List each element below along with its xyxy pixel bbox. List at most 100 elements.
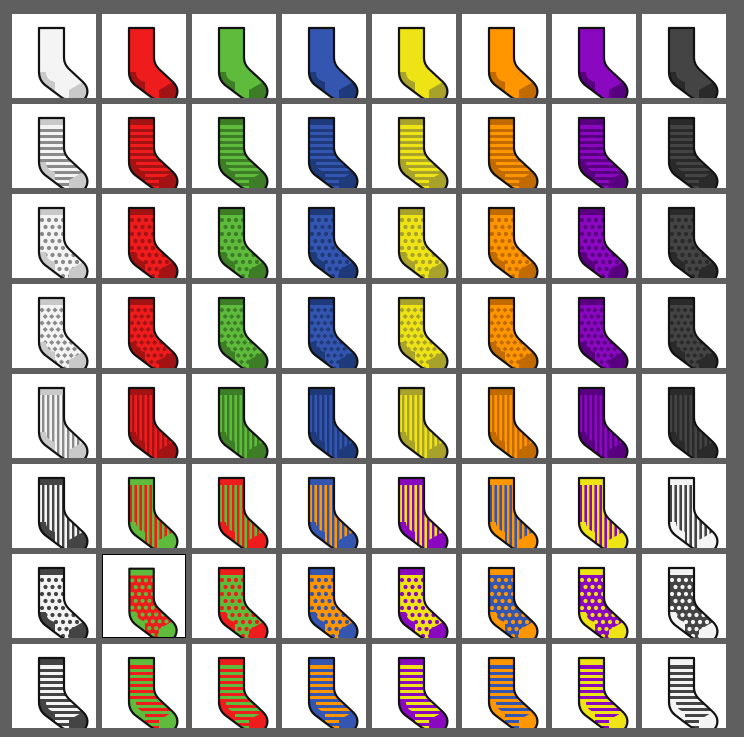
sock-icon bbox=[667, 566, 719, 638]
sock-icon bbox=[487, 26, 539, 98]
sock-icon bbox=[128, 567, 178, 637]
sock-swatch-vstripes-yellow[interactable] bbox=[372, 374, 456, 458]
sock-swatch-diamonds-orange[interactable] bbox=[462, 284, 546, 368]
sock-swatch-diamonds-blue[interactable] bbox=[282, 284, 366, 368]
sock-swatch-vstripes-red-green[interactable] bbox=[102, 464, 186, 548]
sock-swatch-dots-blue[interactable] bbox=[282, 194, 366, 278]
sock-swatch-vstripes-purple-yellow[interactable] bbox=[552, 464, 636, 548]
sock-swatch-stripes-blue[interactable] bbox=[282, 104, 366, 188]
sock-swatch-plain-purple[interactable] bbox=[552, 14, 636, 98]
sock-swatch-stripes-red[interactable] bbox=[102, 104, 186, 188]
sock-swatch-plain-orange[interactable] bbox=[462, 14, 546, 98]
sock-icon bbox=[307, 206, 359, 278]
sock-swatch-dots-yellow[interactable] bbox=[372, 194, 456, 278]
sock-swatch-vstripes-orange[interactable] bbox=[462, 374, 546, 458]
sock-icon bbox=[577, 116, 629, 188]
sock-swatch-plain-yellow[interactable] bbox=[372, 14, 456, 98]
sock-icon bbox=[217, 476, 269, 548]
sock-swatch-vstripes-white[interactable] bbox=[12, 374, 96, 458]
sock-icon bbox=[127, 116, 179, 188]
sock-swatch-vstripes-gray[interactable] bbox=[642, 374, 726, 458]
sock-icon bbox=[217, 296, 269, 368]
sock-swatch-diamonds-white[interactable] bbox=[12, 284, 96, 368]
sock-swatch-plain-green[interactable] bbox=[192, 14, 276, 98]
sock-swatch-diamonds-green[interactable] bbox=[192, 284, 276, 368]
sock-swatch-dots-white-gray[interactable] bbox=[12, 554, 96, 638]
sock-icon bbox=[217, 116, 269, 188]
sock-swatch-vstripes-white-gray[interactable] bbox=[12, 464, 96, 548]
sock-swatch-stripes-white[interactable] bbox=[12, 104, 96, 188]
sock-icon bbox=[667, 116, 719, 188]
sock-swatch-dots-red-green[interactable] bbox=[102, 554, 186, 638]
sock-swatch-vstripes-red[interactable] bbox=[102, 374, 186, 458]
sock-swatch-vstripes-gray-white[interactable] bbox=[642, 464, 726, 548]
sock-swatch-diamonds-gray[interactable] bbox=[642, 284, 726, 368]
sock-swatch-dots-orange[interactable] bbox=[462, 194, 546, 278]
sock-swatch-stripes-orange-blue[interactable] bbox=[282, 644, 366, 728]
sock-icon bbox=[307, 26, 359, 98]
sock-icon bbox=[397, 566, 449, 638]
sock-swatch-dots-white[interactable] bbox=[12, 194, 96, 278]
sock-icon bbox=[217, 656, 269, 728]
sock-swatch-stripes-green-red[interactable] bbox=[192, 644, 276, 728]
sock-icon bbox=[577, 386, 629, 458]
sock-icon bbox=[37, 386, 89, 458]
sock-swatch-stripes-red-green[interactable] bbox=[102, 644, 186, 728]
sock-icon bbox=[127, 476, 179, 548]
sock-icon bbox=[397, 476, 449, 548]
sock-icon bbox=[397, 656, 449, 728]
sock-swatch-stripes-gray-white[interactable] bbox=[642, 644, 726, 728]
sock-icon bbox=[487, 566, 539, 638]
sock-icon bbox=[487, 386, 539, 458]
sock-icon bbox=[397, 206, 449, 278]
sock-swatch-stripes-yellow-purple[interactable] bbox=[372, 644, 456, 728]
sock-swatch-diamonds-red[interactable] bbox=[102, 284, 186, 368]
sock-icon bbox=[307, 476, 359, 548]
sock-swatch-dots-purple-yellow[interactable] bbox=[552, 554, 636, 638]
sock-swatch-diamonds-yellow[interactable] bbox=[372, 284, 456, 368]
sock-swatch-plain-gray[interactable] bbox=[642, 14, 726, 98]
sock-swatch-vstripes-blue[interactable] bbox=[282, 374, 366, 458]
sock-swatch-plain-white[interactable] bbox=[12, 14, 96, 98]
sock-icon bbox=[667, 476, 719, 548]
sock-swatch-dots-gray[interactable] bbox=[642, 194, 726, 278]
sock-icon bbox=[397, 386, 449, 458]
sock-swatch-dots-purple[interactable] bbox=[552, 194, 636, 278]
sock-icon bbox=[667, 26, 719, 98]
sock-swatch-dots-green-red[interactable] bbox=[192, 554, 276, 638]
sock-icon bbox=[397, 116, 449, 188]
sock-swatch-stripes-green[interactable] bbox=[192, 104, 276, 188]
sock-icon bbox=[397, 296, 449, 368]
sock-swatch-vstripes-blue-orange[interactable] bbox=[462, 464, 546, 548]
sock-icon bbox=[127, 26, 179, 98]
sock-swatch-vstripes-yellow-purple[interactable] bbox=[372, 464, 456, 548]
sock-icon bbox=[487, 656, 539, 728]
sock-icon bbox=[37, 656, 89, 728]
sock-swatch-dots-green[interactable] bbox=[192, 194, 276, 278]
sock-icon bbox=[307, 296, 359, 368]
sock-swatch-stripes-white-gray[interactable] bbox=[12, 644, 96, 728]
sock-swatch-vstripes-purple[interactable] bbox=[552, 374, 636, 458]
sock-icon bbox=[37, 206, 89, 278]
sock-swatch-dots-gray-white[interactable] bbox=[642, 554, 726, 638]
sock-swatch-plain-blue[interactable] bbox=[282, 14, 366, 98]
sock-icon bbox=[667, 656, 719, 728]
sock-swatch-vstripes-green-red[interactable] bbox=[192, 464, 276, 548]
sock-swatch-dots-blue-orange[interactable] bbox=[462, 554, 546, 638]
sock-swatch-stripes-purple[interactable] bbox=[552, 104, 636, 188]
sock-swatch-dots-orange-blue[interactable] bbox=[282, 554, 366, 638]
sock-swatch-stripes-purple-yellow[interactable] bbox=[552, 644, 636, 728]
sock-swatch-plain-red[interactable] bbox=[102, 14, 186, 98]
sock-swatch-vstripes-green[interactable] bbox=[192, 374, 276, 458]
sock-swatch-stripes-orange[interactable] bbox=[462, 104, 546, 188]
sock-swatch-vstripes-orange-blue[interactable] bbox=[282, 464, 366, 548]
sock-swatch-stripes-gray[interactable] bbox=[642, 104, 726, 188]
sock-swatch-dots-yellow-purple[interactable] bbox=[372, 554, 456, 638]
sock-icon bbox=[37, 476, 89, 548]
sock-swatch-stripes-blue-orange[interactable] bbox=[462, 644, 546, 728]
sock-swatch-dots-red[interactable] bbox=[102, 194, 186, 278]
sock-swatch-diamonds-purple[interactable] bbox=[552, 284, 636, 368]
sock-swatch-stripes-yellow[interactable] bbox=[372, 104, 456, 188]
sock-icon bbox=[487, 206, 539, 278]
sock-icon bbox=[577, 206, 629, 278]
